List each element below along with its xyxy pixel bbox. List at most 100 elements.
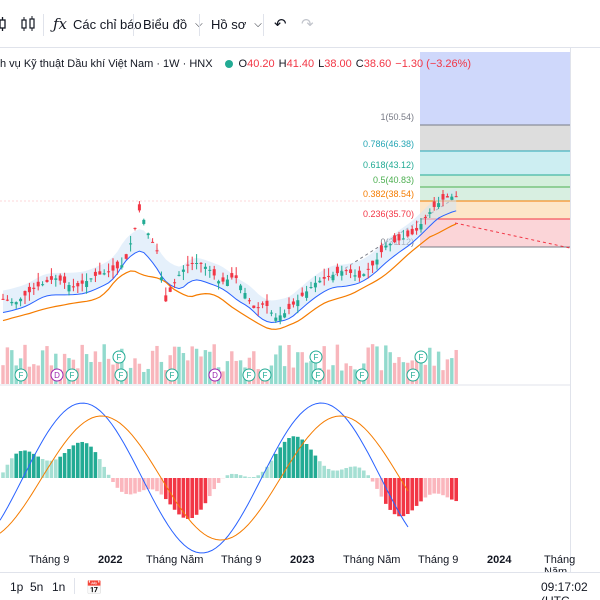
macd-histogram-bar — [133, 478, 137, 494]
candle-body — [437, 203, 441, 208]
close-value: 38.60 — [363, 58, 392, 70]
event-marker-label: F — [316, 371, 321, 380]
calendar-range-icon[interactable]: 📅 — [86, 580, 103, 595]
candle-body — [173, 282, 177, 284]
volume-bar — [111, 364, 115, 384]
candle-body — [256, 307, 260, 309]
chart-style-icon[interactable] — [0, 14, 10, 34]
macd-histogram-bar — [115, 478, 120, 488]
volume-group — [1, 344, 458, 384]
macd-histogram-bar — [10, 458, 14, 478]
candle-body — [146, 233, 150, 236]
macd-histogram-bar — [67, 449, 71, 478]
range-1n-button[interactable]: 1n — [52, 580, 66, 594]
chart-type-dropdown[interactable]: Biểu đồ ⌵ — [143, 14, 203, 34]
macd-histogram-bar — [370, 478, 375, 482]
volume-bar — [322, 346, 326, 384]
event-marker-label: F — [247, 371, 252, 380]
time-tick: 2023 — [290, 554, 315, 566]
fib-label-236: 0.236(35.70) — [363, 209, 414, 219]
macd-histogram-bar — [432, 478, 436, 494]
event-marker-label: F — [263, 371, 268, 380]
macd-histogram-bar — [265, 466, 269, 478]
macd-histogram-bar — [401, 478, 406, 517]
candle-body — [23, 290, 27, 296]
volume-bar — [40, 350, 45, 384]
macd-histogram-bar — [414, 478, 419, 506]
candle-body — [283, 313, 287, 318]
macd-histogram-bar — [58, 456, 62, 478]
macd-histogram-bar — [392, 478, 397, 515]
indicators-button[interactable]: ƒx Các chỉ báo — [53, 14, 142, 34]
candle-body — [252, 305, 256, 308]
clock-time[interactable]: 09:17:02 (UTC — [541, 580, 588, 600]
volume-bar — [340, 370, 344, 384]
trend-line-down[interactable] — [454, 222, 570, 249]
macd-histogram-bar — [155, 478, 159, 492]
macd-histogram-bar — [216, 478, 221, 483]
market-status-icon — [224, 60, 233, 68]
candle-body — [371, 260, 375, 266]
volume-bar — [384, 345, 388, 384]
macd-histogram-bar — [62, 453, 67, 478]
macd-histogram-bar — [287, 438, 291, 478]
profile-dropdown[interactable]: Hồ sơ ⌵ — [211, 14, 262, 34]
candles-icon[interactable] — [20, 14, 36, 34]
symbol-legend: h vụ Kỹ thuật Dầu khí Việt Nam · 1W · HN… — [0, 56, 475, 72]
time-axis[interactable]: Tháng 9 2022 Tháng Năm Tháng 9 2023 Thán… — [0, 554, 575, 578]
candle-body — [19, 298, 23, 302]
volume-bar — [10, 350, 14, 384]
candle-body — [375, 259, 379, 265]
macd-histogram-bar — [71, 445, 76, 478]
candle-body — [58, 275, 62, 281]
macd-histogram-bar — [36, 456, 40, 478]
candle-body — [203, 266, 207, 269]
candle-body — [1, 298, 5, 300]
macd-histogram-bar — [234, 474, 238, 478]
volume-bar — [300, 352, 304, 384]
candle-body — [217, 281, 221, 284]
volume-bar — [102, 344, 106, 384]
candle-body — [265, 300, 269, 306]
price-chart[interactable]: 1(50.54) 0.786(46.38) 0.618(43.12) 0.5(4… — [0, 48, 570, 572]
event-marker-circle — [355, 368, 369, 382]
macd-histogram-bar — [353, 466, 357, 478]
macd-histogram-bar — [230, 473, 234, 478]
undo-icon: ↶ — [274, 16, 287, 33]
ma-blue-line — [2, 210, 457, 324]
candle-body — [98, 271, 102, 275]
volume-bar — [379, 370, 384, 384]
time-tick: Tháng Năm — [343, 554, 401, 566]
undo-button[interactable]: ↶ — [274, 14, 287, 34]
event-marker-circle — [112, 350, 126, 364]
candle-body — [296, 300, 300, 307]
candle-body — [318, 280, 322, 283]
volume-bar — [128, 367, 133, 384]
macd-histogram-bar — [238, 475, 243, 478]
event-marker-circle — [165, 368, 179, 382]
range-5n-button[interactable]: 5n — [30, 580, 44, 594]
high-key: H — [278, 58, 287, 70]
macd-histogram-bar — [362, 470, 366, 478]
macd-histogram-bar — [159, 478, 164, 495]
redo-button[interactable]: ↷ — [301, 14, 314, 34]
candle-body — [221, 277, 225, 282]
macd-histogram-bar — [419, 478, 423, 502]
price-scale[interactable] — [570, 48, 600, 572]
volume-bar — [432, 365, 436, 384]
change-value: −1.30 (−3.26%) — [395, 58, 472, 70]
range-1p-button[interactable]: 1p — [10, 580, 24, 594]
fib-zone-1 — [420, 52, 570, 125]
event-marker-circle — [242, 368, 256, 382]
candle-body — [393, 235, 397, 243]
macd-histogram-bar — [340, 469, 344, 478]
volume-bar — [190, 346, 194, 384]
volume-bar — [388, 352, 392, 384]
macd-histogram-bar — [335, 470, 340, 478]
candle-body — [49, 276, 53, 280]
macd-histogram-bar — [212, 478, 216, 490]
macd-histogram-bar — [357, 467, 362, 478]
volume-bar — [106, 358, 111, 384]
event-marker-label: F — [170, 371, 175, 380]
macd-signal-line — [0, 415, 409, 541]
